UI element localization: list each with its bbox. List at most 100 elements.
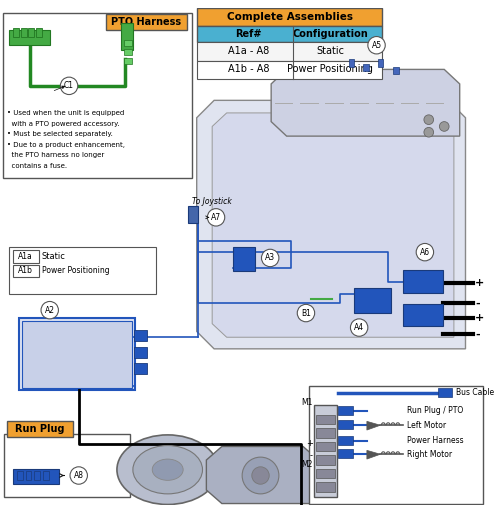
Text: A1b - A8: A1b - A8 — [228, 65, 270, 74]
Bar — [124, 58, 132, 64]
Polygon shape — [271, 69, 460, 136]
Polygon shape — [206, 446, 318, 504]
Text: +: + — [306, 439, 312, 448]
Circle shape — [298, 304, 314, 322]
Text: Bus Cable: Bus Cable — [456, 388, 494, 397]
Bar — [36, 28, 42, 37]
Circle shape — [350, 319, 368, 336]
Circle shape — [424, 127, 434, 137]
FancyBboxPatch shape — [4, 13, 192, 177]
Text: • Used when the unit is equipped: • Used when the unit is equipped — [7, 110, 124, 116]
Bar — [338, 420, 353, 429]
Bar — [338, 406, 353, 415]
Bar — [234, 247, 254, 271]
Text: To Joystick: To Joystick — [192, 198, 232, 206]
Text: • Must be selected separately.: • Must be selected separately. — [7, 131, 113, 137]
Ellipse shape — [367, 465, 390, 480]
Text: A1b: A1b — [18, 266, 33, 275]
FancyBboxPatch shape — [196, 61, 382, 79]
Bar — [124, 49, 132, 55]
Text: A4: A4 — [354, 323, 364, 332]
Bar — [124, 41, 132, 46]
Bar — [393, 67, 399, 74]
Text: Configuration: Configuration — [292, 29, 368, 38]
FancyBboxPatch shape — [196, 43, 382, 61]
Bar — [13, 469, 60, 484]
Text: M1: M1 — [302, 399, 312, 407]
FancyBboxPatch shape — [196, 26, 382, 43]
Text: A6: A6 — [420, 248, 430, 256]
Text: A2: A2 — [44, 306, 54, 314]
Bar — [438, 388, 452, 397]
Bar — [316, 455, 335, 465]
Ellipse shape — [152, 459, 183, 480]
Polygon shape — [367, 450, 380, 459]
Circle shape — [70, 467, 87, 484]
Text: Ref#: Ref# — [236, 29, 262, 38]
Bar — [122, 23, 133, 50]
Bar — [17, 470, 22, 480]
Bar — [34, 470, 40, 480]
FancyBboxPatch shape — [7, 421, 73, 437]
Bar — [316, 469, 335, 479]
Bar — [20, 28, 26, 37]
Text: Static: Static — [42, 251, 66, 261]
Text: A3: A3 — [265, 253, 275, 263]
Ellipse shape — [358, 458, 399, 487]
Bar — [26, 470, 32, 480]
Bar — [316, 442, 335, 451]
Text: A1a - A8: A1a - A8 — [228, 46, 270, 56]
Text: PTO Harness: PTO Harness — [112, 17, 182, 27]
FancyBboxPatch shape — [4, 434, 130, 497]
Text: • Due to a product enhancement,: • Due to a product enhancement, — [7, 142, 125, 148]
Circle shape — [242, 457, 279, 494]
Bar — [314, 405, 337, 497]
FancyBboxPatch shape — [106, 14, 187, 30]
Polygon shape — [196, 101, 466, 349]
Text: -: - — [310, 451, 312, 460]
Polygon shape — [367, 421, 380, 430]
Bar — [134, 363, 147, 374]
FancyBboxPatch shape — [19, 318, 135, 390]
Bar — [316, 428, 335, 438]
Text: the PTO harness no longer: the PTO harness no longer — [7, 152, 104, 159]
FancyBboxPatch shape — [13, 250, 39, 263]
Ellipse shape — [117, 435, 218, 504]
Bar — [348, 59, 354, 67]
FancyBboxPatch shape — [22, 321, 132, 387]
Ellipse shape — [133, 445, 202, 494]
Bar — [402, 269, 444, 293]
Text: Power Positioning: Power Positioning — [42, 266, 110, 275]
Bar — [13, 28, 19, 37]
Bar — [188, 206, 198, 223]
Bar — [402, 304, 444, 326]
Bar — [316, 482, 335, 492]
Text: A5: A5 — [372, 41, 382, 50]
Bar — [338, 449, 353, 458]
Circle shape — [208, 209, 224, 226]
Bar — [134, 347, 147, 358]
Circle shape — [60, 77, 78, 94]
FancyBboxPatch shape — [196, 9, 382, 26]
FancyBboxPatch shape — [9, 247, 156, 294]
FancyBboxPatch shape — [309, 386, 483, 504]
Bar — [338, 436, 353, 445]
Bar — [378, 59, 384, 67]
Text: -: - — [475, 299, 480, 308]
Text: Right Motor: Right Motor — [408, 450, 453, 459]
Circle shape — [252, 467, 269, 484]
Bar — [43, 470, 49, 480]
Bar — [316, 415, 335, 424]
Text: A7: A7 — [211, 213, 221, 222]
Text: A1a: A1a — [18, 251, 33, 261]
Text: with a PTO powered accessory.: with a PTO powered accessory. — [7, 121, 119, 127]
Bar — [354, 288, 391, 313]
Text: Left Motor: Left Motor — [408, 421, 447, 430]
Bar — [9, 30, 50, 45]
Text: A8: A8 — [74, 471, 84, 480]
Text: -: - — [475, 329, 480, 339]
Bar — [134, 330, 147, 341]
Text: Static: Static — [316, 46, 344, 56]
Circle shape — [368, 36, 385, 54]
Bar — [363, 64, 369, 71]
